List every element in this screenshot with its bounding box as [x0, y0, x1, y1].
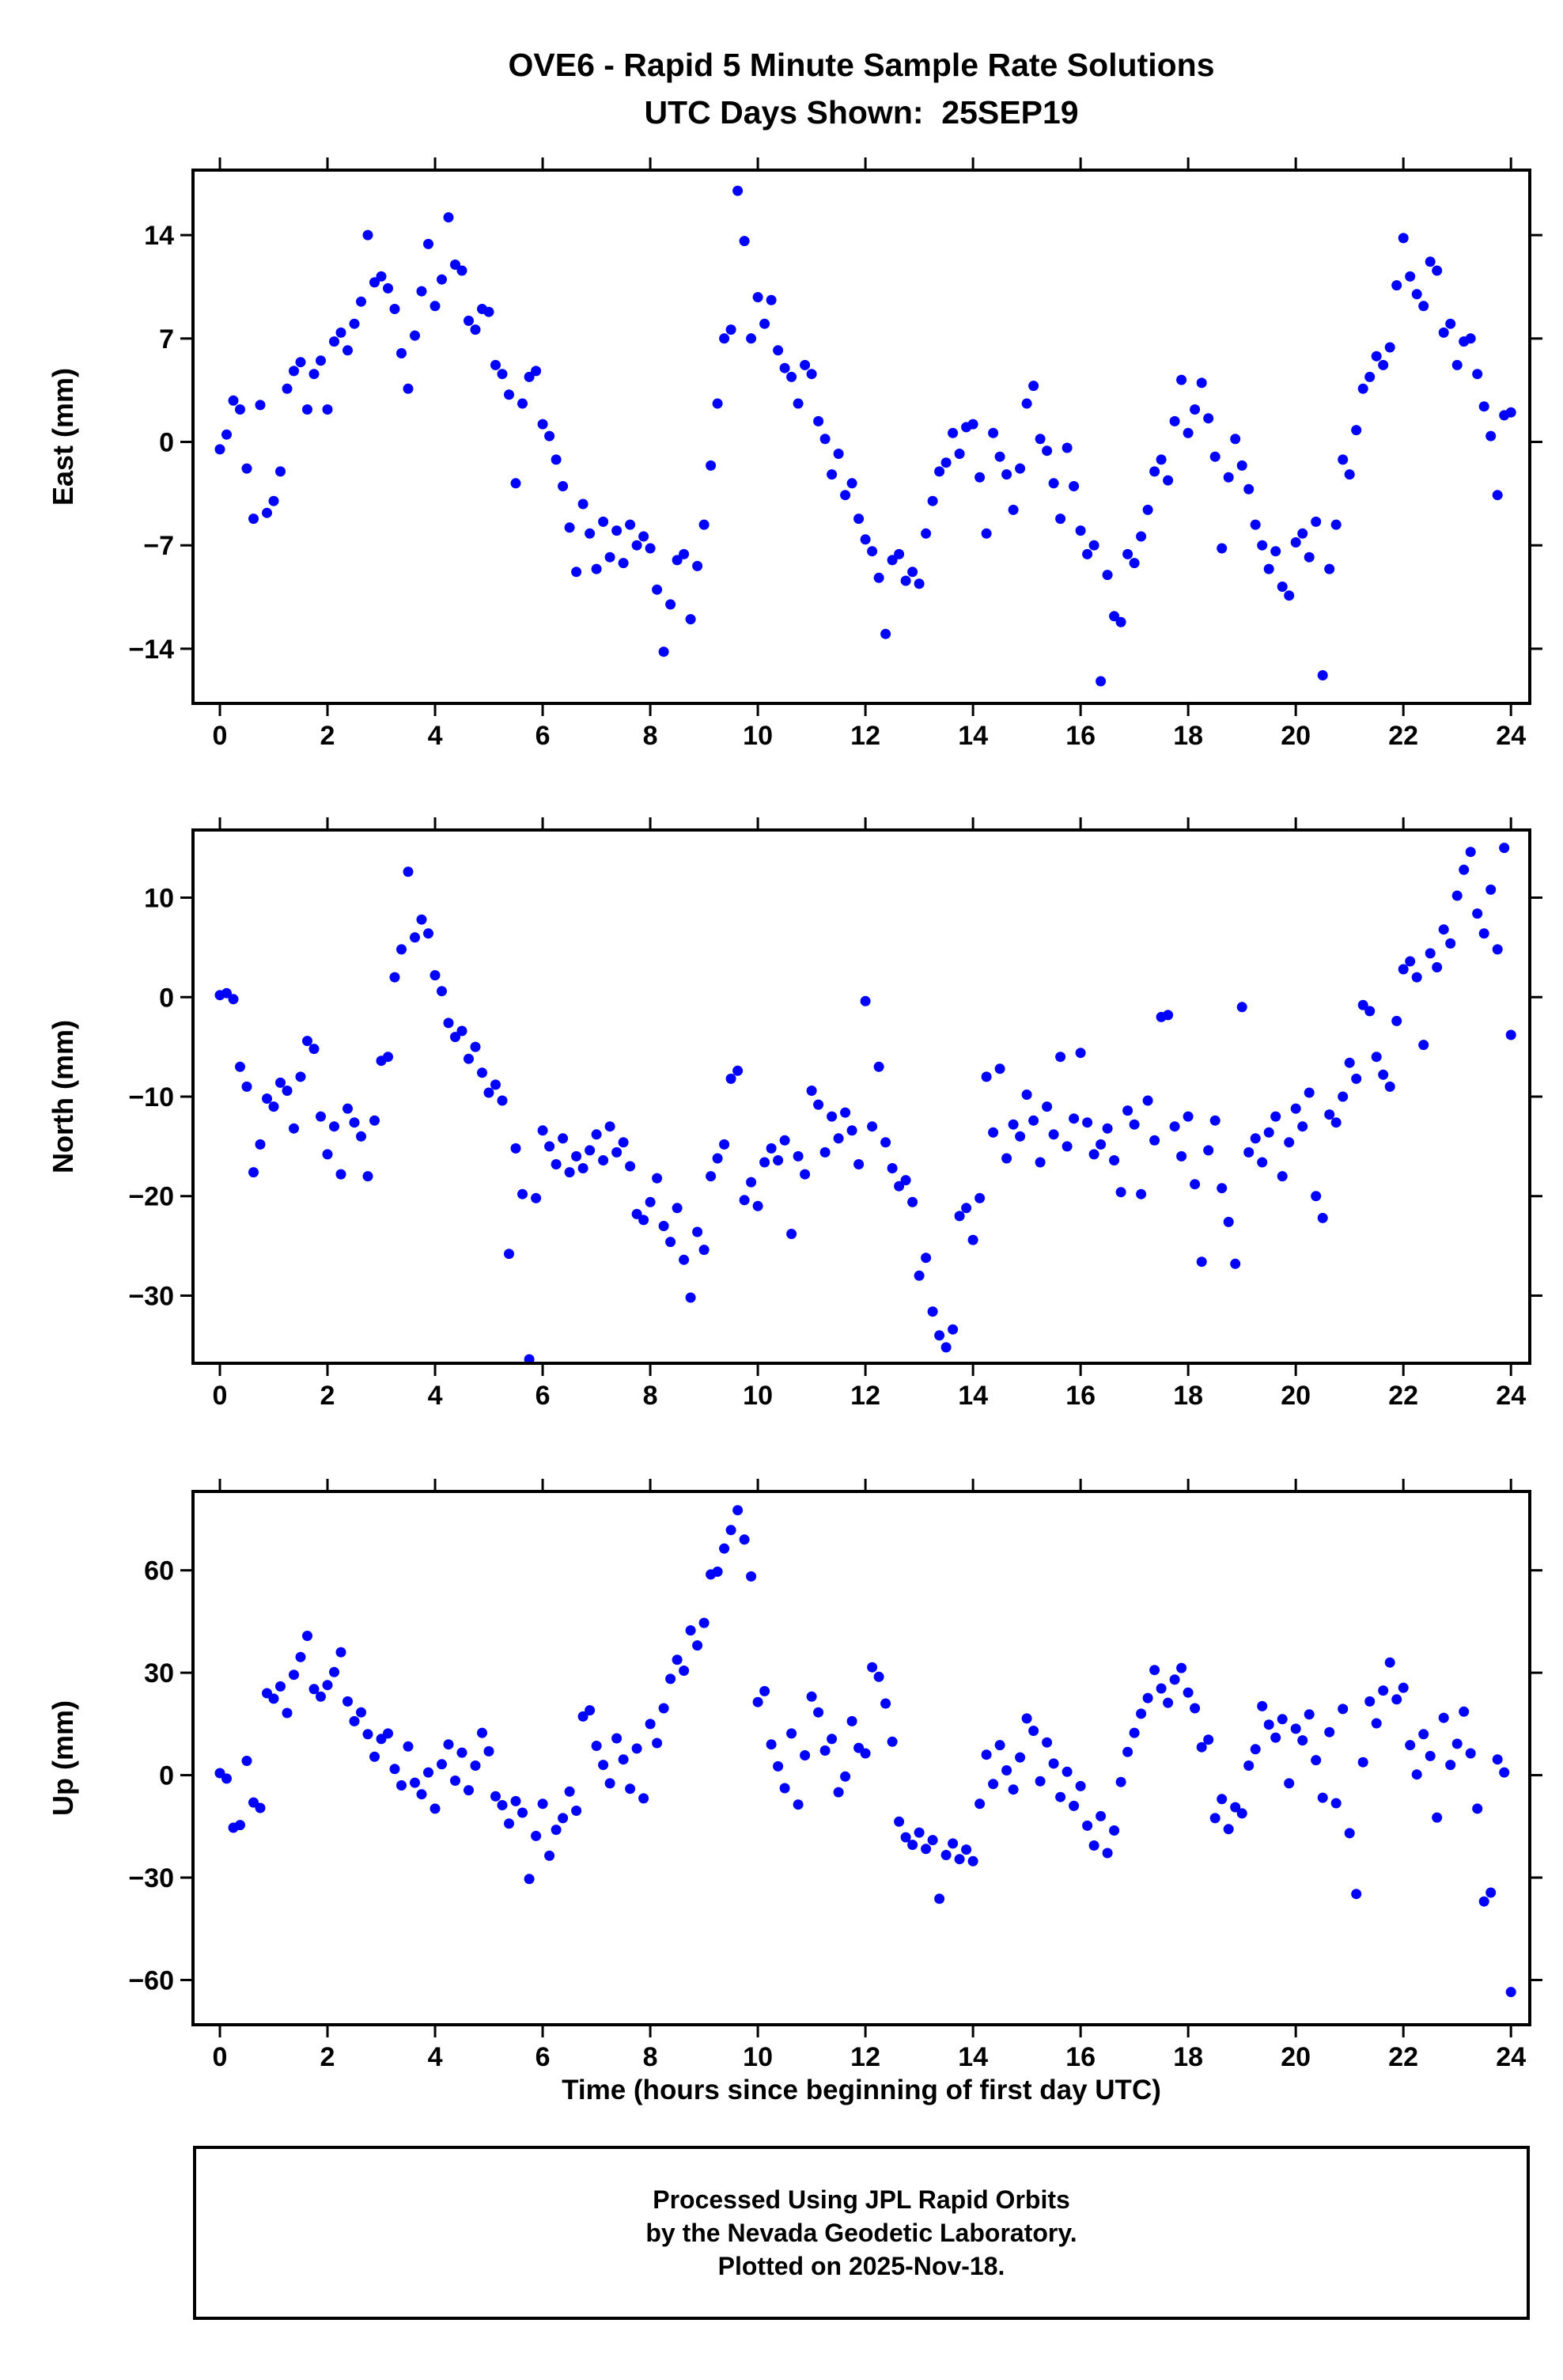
x-tick-label: 16 [1065, 721, 1096, 751]
scatter-points-north [214, 843, 1516, 1365]
x-tick-label: 2 [320, 2042, 335, 2072]
y-tick-label: 10 [144, 884, 174, 914]
x-tick-label: 10 [743, 2042, 773, 2072]
y-tick-label: −10 [128, 1082, 174, 1112]
y-tick-label: −14 [128, 635, 174, 665]
x-tick-label: 0 [213, 1381, 228, 1411]
x-tick-label: 24 [1496, 721, 1526, 751]
x-tick-label: 4 [428, 2042, 443, 2072]
x-tick-label: 8 [643, 2042, 658, 2072]
x-tick-label: 20 [1281, 721, 1311, 751]
x-tick-label: 2 [320, 1381, 335, 1411]
x-tick-label: 20 [1281, 1381, 1311, 1411]
x-tick-label: 18 [1173, 1381, 1203, 1411]
x-tick-label: 22 [1388, 1381, 1418, 1411]
chart-title: OVE6 - Rapid 5 Minute Sample Rate Soluti… [508, 47, 1215, 83]
y-tick-label: 14 [144, 221, 174, 251]
x-tick-label: 6 [536, 1381, 551, 1411]
x-tick-label: 12 [850, 2042, 880, 2072]
footer-line-3: Plotted on 2025-Nov-18. [717, 2252, 1005, 2281]
x-tick-label: 24 [1496, 1381, 1526, 1411]
footer-line-2: by the Nevada Geodetic Laboratory. [645, 2218, 1077, 2247]
x-tick-label: 14 [958, 1381, 988, 1411]
footer-box: Processed Using JPL Rapid Orbits by the … [193, 2146, 1530, 2320]
footer-line-1: Processed Using JPL Rapid Orbits [653, 2185, 1070, 2214]
y-tick-label: −30 [128, 1281, 174, 1311]
y-axis-label-up: Up (mm) [47, 1700, 79, 1816]
y-tick-label: 0 [159, 428, 174, 458]
y-tick-label: −7 [143, 531, 174, 561]
scatter-points-up [214, 1505, 1516, 1998]
y-tick-label: 7 [159, 324, 174, 354]
y-tick-label: −60 [128, 1965, 174, 1995]
x-tick-label: 8 [643, 1381, 658, 1411]
x-tick-label: 0 [213, 721, 228, 751]
x-tick-label: 6 [536, 2042, 551, 2072]
x-tick-label: 10 [743, 1381, 773, 1411]
y-tick-label: −30 [128, 1863, 174, 1893]
y-tick-label: 30 [144, 1658, 174, 1688]
y-axis-label-east: East (mm) [47, 368, 79, 506]
x-tick-label: 14 [958, 721, 988, 751]
scatter-points-east [214, 185, 1516, 687]
x-tick-label: 4 [428, 1381, 443, 1411]
y-tick-label: 0 [159, 983, 174, 1013]
y-tick-label: 60 [144, 1556, 174, 1586]
x-tick-label: 0 [213, 2042, 228, 2072]
x-tick-label: 18 [1173, 721, 1203, 751]
x-tick-label: 22 [1388, 2042, 1418, 2072]
x-tick-label: 10 [743, 721, 773, 751]
x-tick-label: 14 [958, 2042, 988, 2072]
x-tick-label: 2 [320, 721, 335, 751]
chart-subtitle: UTC Days Shown: 25SEP19 [644, 94, 1079, 131]
x-tick-label: 22 [1388, 721, 1418, 751]
x-axis-label: Time (hours since beginning of first day… [562, 2075, 1161, 2105]
x-tick-label: 8 [643, 721, 658, 751]
x-tick-label: 24 [1496, 2042, 1526, 2072]
x-tick-label: 16 [1065, 2042, 1096, 2072]
y-tick-label: −20 [128, 1182, 174, 1212]
y-axis-label-north: North (mm) [47, 1020, 79, 1173]
y-tick-label: 0 [159, 1761, 174, 1791]
x-tick-label: 12 [850, 1381, 880, 1411]
x-tick-label: 4 [428, 721, 443, 751]
x-tick-label: 20 [1281, 2042, 1311, 2072]
x-tick-label: 18 [1173, 2042, 1203, 2072]
x-tick-label: 6 [536, 721, 551, 751]
x-tick-label: 12 [850, 721, 880, 751]
x-tick-label: 16 [1065, 1381, 1096, 1411]
